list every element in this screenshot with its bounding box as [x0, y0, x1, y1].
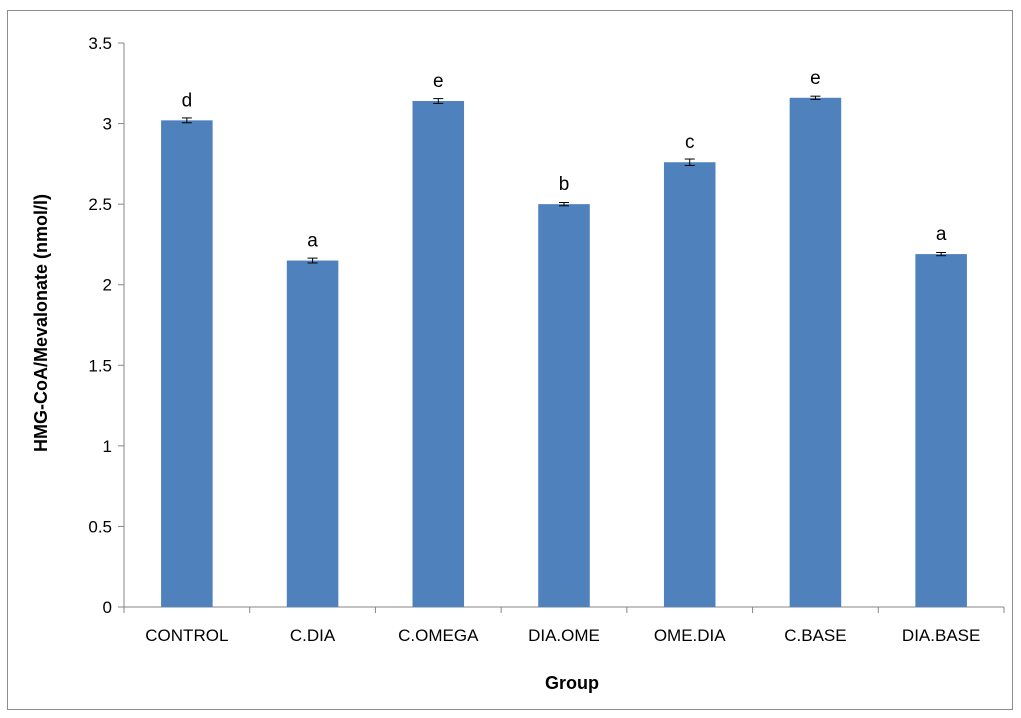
- x-tick-label: C.BASE: [784, 626, 846, 645]
- significance-label: a: [307, 231, 318, 252]
- error-bar: [684, 158, 695, 166]
- bars: [161, 97, 967, 608]
- bar: [286, 260, 339, 607]
- bar: [161, 120, 213, 607]
- error-bar: [810, 95, 821, 100]
- error-bar: [433, 98, 444, 104]
- x-tick-label: C.DIA: [290, 626, 336, 645]
- error-bar: [307, 257, 318, 264]
- error-bars: [181, 95, 947, 264]
- x-tick-label: DIA.BASE: [902, 626, 980, 645]
- x-tick-label: DIA.OME: [528, 626, 600, 645]
- y-tick-label: 1: [103, 437, 112, 456]
- y-tick-label: 2.5: [88, 195, 112, 214]
- x-axis-title: Group: [545, 673, 599, 693]
- error-bar: [181, 117, 192, 124]
- y-ticks: 0 0.5 1 1.5 2 2.5 3 3.5: [88, 34, 124, 617]
- y-tick-label: 0: [103, 598, 112, 617]
- significance-label: b: [559, 174, 570, 195]
- bar: [789, 97, 842, 607]
- significance-labels: d a e b c e a: [182, 68, 947, 252]
- x-tick-label: C.OMEGA: [398, 626, 479, 645]
- y-axis-title: HMG-CoA/Mevalonate (nmol/l): [31, 194, 51, 452]
- significance-label: e: [810, 68, 821, 89]
- x-tick-label: CONTROL: [145, 626, 228, 645]
- x-tick-label: OME.DIA: [654, 626, 726, 645]
- significance-label: e: [433, 71, 444, 92]
- bar: [915, 254, 967, 607]
- significance-label: a: [936, 224, 947, 245]
- bar: [663, 162, 716, 607]
- y-tick-label: 3: [103, 115, 112, 134]
- y-tick-label: 1.5: [88, 356, 112, 375]
- significance-label: d: [182, 90, 193, 111]
- error-bar: [559, 202, 569, 207]
- y-tick-label: 0.5: [88, 517, 112, 536]
- x-ticks: CONTROL C.DIA C.OMEGA DIA.OME OME.DIA C.BASE D…: [123, 607, 1005, 645]
- significance-label: c: [685, 132, 695, 153]
- error-bar: [936, 251, 947, 257]
- y-tick-label: 3.5: [88, 34, 112, 53]
- bar: [538, 204, 590, 607]
- bar: [412, 101, 465, 608]
- y-tick-label: 2: [103, 276, 112, 295]
